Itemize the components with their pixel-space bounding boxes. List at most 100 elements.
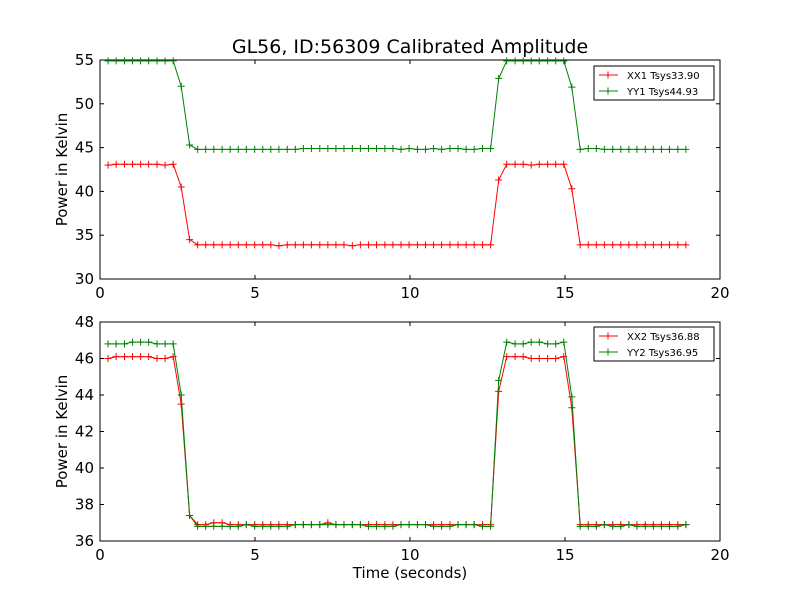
series-2 — [104, 57, 690, 153]
data-point — [153, 57, 161, 65]
data-point — [544, 355, 552, 362]
data-point — [584, 241, 592, 249]
data-point — [226, 241, 234, 249]
data-point — [682, 145, 690, 153]
data-point — [112, 57, 120, 65]
data-point — [633, 522, 641, 530]
data-point — [340, 144, 348, 152]
data-point — [120, 353, 128, 361]
data-point — [495, 176, 503, 184]
data-point — [251, 145, 259, 153]
data-point — [519, 340, 527, 348]
legend-marker — [604, 348, 612, 356]
data-point — [202, 522, 210, 530]
data-point — [218, 522, 226, 530]
data-point — [568, 404, 576, 412]
data-point — [535, 355, 543, 362]
data-point — [609, 145, 617, 153]
data-point — [511, 340, 519, 348]
data-point — [137, 353, 145, 361]
data-point — [299, 521, 307, 529]
data-point — [234, 522, 242, 530]
data-point — [462, 521, 470, 529]
data-point — [633, 241, 641, 249]
y-tick-label: 50 — [75, 95, 94, 113]
data-point — [104, 355, 112, 362]
x-tick-label: 10 — [400, 546, 419, 564]
y-tick-label: 35 — [75, 226, 94, 244]
data-point — [682, 241, 690, 249]
data-point — [194, 145, 202, 153]
data-point — [324, 144, 332, 152]
data-point — [381, 241, 389, 249]
data-point — [600, 521, 608, 529]
data-point — [381, 522, 389, 530]
data-point — [316, 521, 324, 529]
legend-marker — [604, 332, 612, 340]
data-point — [568, 185, 576, 193]
data-point — [682, 521, 690, 529]
data-point — [454, 241, 462, 249]
data-point — [470, 241, 478, 249]
data-point — [576, 241, 584, 249]
data-point — [584, 144, 592, 152]
data-point — [381, 144, 389, 152]
data-point — [104, 340, 112, 348]
data-point — [487, 241, 495, 249]
data-point — [129, 160, 137, 168]
data-point — [186, 141, 194, 149]
data-point — [625, 521, 633, 529]
data-point — [267, 145, 275, 153]
data-point — [503, 338, 511, 346]
data-point — [324, 521, 332, 529]
data-point — [120, 340, 128, 348]
data-point — [422, 145, 429, 153]
data-point — [307, 241, 315, 249]
data-point — [454, 521, 462, 529]
data-point — [299, 144, 307, 152]
data-point — [364, 522, 372, 530]
series-2 — [104, 338, 690, 530]
data-point — [348, 521, 356, 529]
legend-label: YY1 Tsys44.93 — [626, 87, 698, 98]
data-point — [479, 241, 487, 249]
x-tick-label: 0 — [95, 284, 105, 302]
data-point — [153, 355, 161, 362]
data-point — [169, 340, 177, 348]
data-point — [674, 145, 682, 153]
data-point — [291, 521, 299, 529]
data-point — [503, 160, 511, 168]
data-point — [275, 522, 283, 530]
x-tick-label: 15 — [555, 546, 574, 564]
data-point — [104, 161, 112, 169]
data-point — [665, 522, 673, 530]
data-point — [291, 241, 299, 249]
data-point — [430, 144, 438, 152]
data-point — [218, 145, 226, 153]
data-point — [373, 522, 381, 530]
y-tick-label: 38 — [75, 496, 94, 514]
data-point — [633, 145, 641, 153]
data-point — [112, 340, 120, 348]
data-point — [210, 145, 218, 153]
data-point — [112, 160, 120, 168]
data-point — [161, 340, 169, 348]
data-point — [397, 241, 405, 249]
data-point — [202, 241, 210, 249]
data-point — [389, 522, 397, 530]
data-point — [438, 241, 446, 249]
y-tick-label: 36 — [75, 532, 94, 550]
data-point — [560, 57, 568, 65]
data-point — [137, 57, 145, 65]
data-point — [405, 521, 413, 529]
legend-box — [593, 65, 715, 101]
chart-title: GL56, ID:56309 Calibrated Amplitude — [232, 36, 588, 58]
data-point — [153, 340, 161, 348]
data-point — [422, 521, 429, 529]
x-tick-label: 5 — [250, 284, 260, 302]
data-point — [470, 521, 478, 529]
data-point — [356, 521, 364, 529]
y-axis-label: Power in Kelvin — [53, 375, 71, 489]
data-point — [177, 183, 185, 191]
